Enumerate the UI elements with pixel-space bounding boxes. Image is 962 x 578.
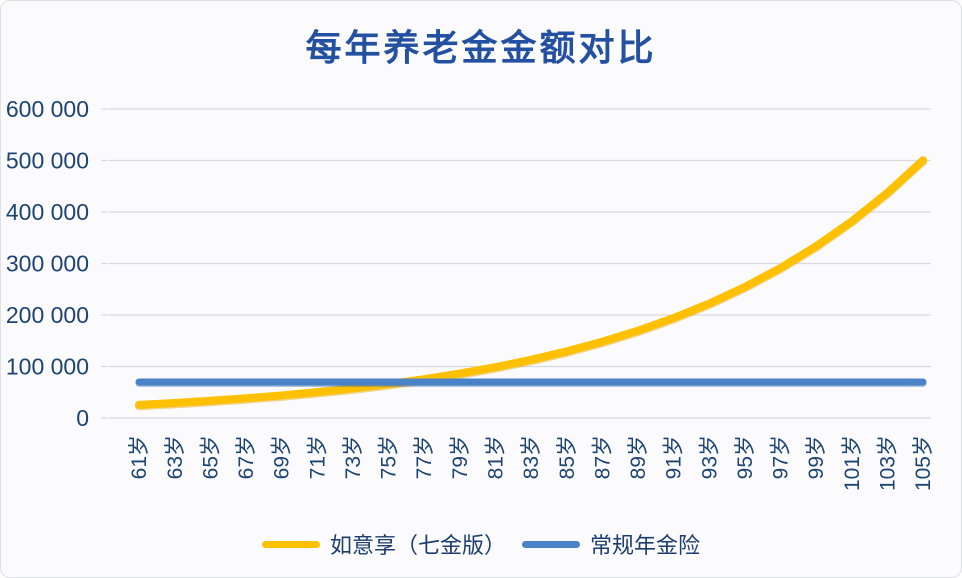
x-axis-label: 87岁 (591, 435, 614, 479)
series-line-shadow-0 (135, 157, 927, 411)
legend: 如意享（七金版） 常规年金险 (1, 528, 961, 560)
x-axis-label: 93岁 (698, 435, 721, 479)
x-axis-label: 103岁 (877, 435, 900, 491)
x-axis-label: 77岁 (413, 435, 436, 479)
y-axis-label: 600 000 (6, 96, 89, 122)
y-axis-label: 300 000 (6, 250, 89, 276)
legend-item-ruyixiang: 如意享（七金版） (261, 528, 506, 560)
x-axis-label: 85岁 (556, 435, 579, 479)
x-axis-label: 89岁 (627, 435, 650, 479)
x-axis-label: 91岁 (663, 435, 686, 479)
y-axis-label: 0 (76, 405, 89, 431)
x-axis-label: 65岁 (199, 435, 222, 479)
x-axis-label: 79岁 (449, 435, 472, 479)
x-axis-label: 69岁 (271, 435, 294, 479)
x-axis-label: 61岁 (128, 435, 151, 479)
x-axis-label: 67岁 (235, 435, 258, 479)
legend-item-regular-annuity: 常规年金险 (522, 528, 700, 560)
x-axis-label: 81岁 (485, 435, 508, 479)
legend-label-ruyixiang: 如意享（七金版） (329, 533, 506, 558)
legend-line-blue-icon (522, 540, 580, 548)
chart-title: 每年养老金金额对比 (305, 28, 657, 68)
legend-line-yellow-icon (261, 540, 320, 548)
series-line-ruyixiang (135, 156, 927, 409)
x-axis-label: 63岁 (164, 435, 187, 479)
x-axis-label: 71岁 (306, 435, 329, 479)
x-axis-label: 97岁 (770, 435, 793, 479)
x-axis-label: 95岁 (734, 435, 757, 479)
y-axis-label: 100 000 (6, 353, 89, 379)
legend-label-regular-annuity: 常规年金险 (590, 533, 701, 558)
y-axis-label: 400 000 (6, 199, 89, 225)
x-axis-label: 75岁 (378, 435, 401, 479)
x-axis-label: 83岁 (520, 435, 543, 479)
y-axis-label: 200 000 (6, 302, 89, 328)
x-axis-label: 105岁 (912, 435, 935, 491)
x-axis-label: 101岁 (841, 435, 864, 491)
x-axis-label: 73岁 (342, 435, 365, 479)
x-axis-label: 99岁 (805, 435, 828, 479)
y-axis-label: 500 000 (6, 147, 89, 173)
